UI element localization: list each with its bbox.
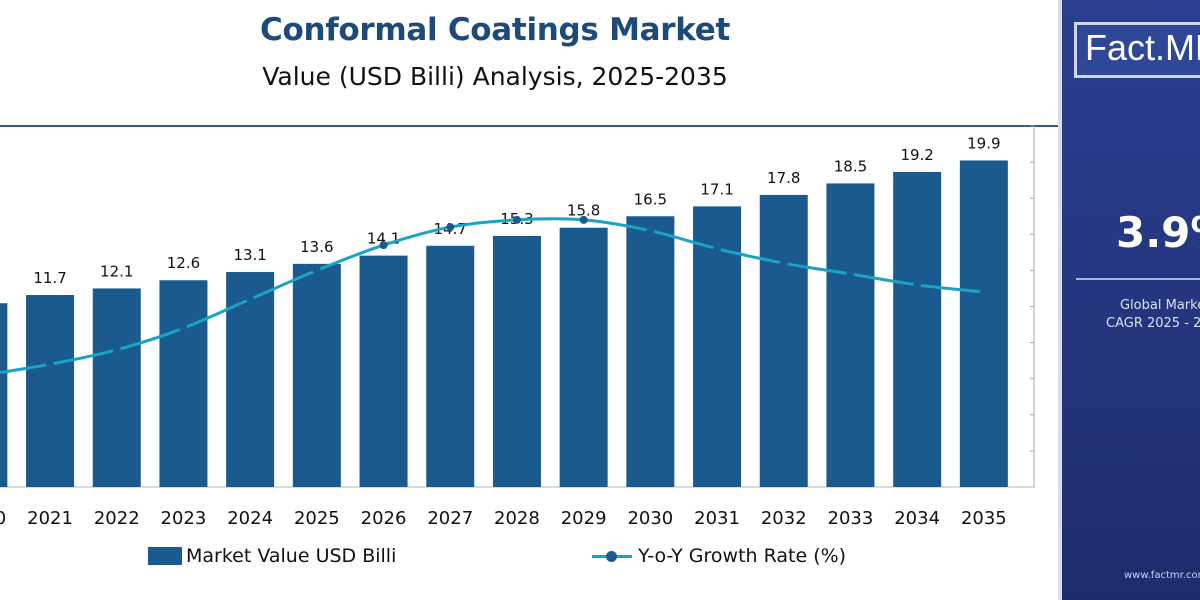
x-tick-2031: 2031	[694, 508, 740, 529]
bar-2021	[26, 295, 75, 487]
bar-label-2029: 15.8	[567, 202, 600, 220]
x-tick-2020: 2020	[0, 508, 6, 529]
legend-item-market-value: Market Value USD Billi	[148, 545, 396, 567]
x-tick-2033: 2033	[828, 508, 874, 529]
bar-2032	[759, 194, 808, 487]
x-tick-2030: 2030	[627, 508, 673, 529]
bar-label-2030: 16.5	[634, 190, 667, 208]
right-axis-ticks	[1030, 125, 1034, 488]
bar-2025	[292, 263, 341, 487]
x-tick-2027: 2027	[427, 508, 473, 529]
bar-label-2021: 11.7	[33, 269, 66, 287]
bar-2026	[359, 255, 408, 487]
legend-label-growth-rate: Y-o-Y Growth Rate (%)	[638, 545, 847, 567]
cagr-divider	[1076, 278, 1200, 280]
growth-point-2030	[646, 226, 655, 235]
cagr-label-line2: CAGR 2025 - 2035	[1106, 316, 1200, 331]
bar-label-2033: 18.5	[834, 157, 867, 175]
growth-point-2033	[846, 270, 855, 279]
bar-2028	[492, 235, 541, 487]
x-tick-2032: 2032	[761, 508, 807, 529]
legend: Market Value USD Billi Y-o-Y Growth Rate…	[0, 545, 1058, 575]
legend-swatch-line	[592, 547, 632, 565]
x-tick-2029: 2029	[561, 508, 607, 529]
x-tick-2028: 2028	[494, 508, 540, 529]
growth-point-2025	[312, 266, 321, 275]
bar-2033	[826, 183, 875, 487]
bar-series	[0, 160, 1008, 488]
growth-point-2026	[379, 241, 388, 250]
x-tick-2023: 2023	[161, 508, 207, 529]
bar-label-2025: 13.6	[300, 238, 333, 256]
bar-label-2035: 19.9	[967, 134, 1000, 152]
x-tick-2024: 2024	[227, 508, 273, 529]
chart-title: Conformal Coatings Market	[260, 12, 730, 48]
growth-line	[0, 217, 985, 375]
growth-point-2035	[979, 288, 988, 297]
x-tick-2026: 2026	[361, 508, 407, 529]
cagr-label-line1: Global Market	[1120, 298, 1200, 313]
bar-labels: 11.211.712.112.613.113.614.114.715.315.8…	[0, 134, 1001, 295]
bar-2035	[959, 160, 1008, 487]
bar-2020	[0, 303, 8, 487]
x-tick-2022: 2022	[94, 508, 140, 529]
brand-logo-text: Fact.MR	[1085, 27, 1200, 68]
legend-label-market-value: Market Value USD Billi	[186, 545, 397, 567]
growth-point-2022	[112, 345, 121, 354]
growth-point-2023	[179, 324, 188, 333]
growth-line-series	[0, 215, 988, 375]
cagr-value: 3.9%	[1116, 208, 1200, 257]
bar-2024	[226, 272, 275, 487]
x-tick-2025: 2025	[294, 508, 340, 529]
side-panel: Fact.MR 3.9% Global Market CAGR 2025 - 2…	[1062, 0, 1200, 600]
legend-item-growth-rate: Y-o-Y Growth Rate (%)	[592, 545, 846, 567]
x-tick-2034: 2034	[894, 508, 940, 529]
chart-area: Conformal Coatings Market Value (USD Bil…	[0, 12, 1058, 575]
growth-point-2029	[579, 215, 588, 224]
x-axis-ticks: 2020 2021 2022 2023 2024 2025 2026 2027 2028 2029…	[0, 508, 1007, 529]
bar-2023	[159, 280, 208, 487]
bar-label-2023: 12.6	[167, 254, 200, 272]
growth-point-2032	[779, 259, 788, 268]
bar-label-2022: 12.1	[100, 262, 133, 280]
bar-2022	[92, 288, 141, 487]
growth-point-2034	[913, 280, 922, 289]
bar-2027	[426, 245, 475, 487]
chart-subtitle: Value (USD Billi) Analysis, 2025-2035	[262, 62, 728, 91]
x-tick-2021: 2021	[27, 508, 73, 529]
bar-2030	[626, 216, 675, 487]
growth-point-2027	[446, 223, 455, 232]
side-panel-border	[1058, 0, 1062, 600]
growth-point-2028	[512, 215, 521, 224]
legend-swatch-bar	[148, 547, 182, 565]
bar-label-2024: 13.1	[233, 246, 266, 264]
bar-label-2031: 17.1	[700, 180, 733, 198]
bar-2034	[893, 171, 942, 488]
growth-point-2031	[713, 244, 722, 253]
chart-plot: 11.211.712.112.613.113.614.114.715.315.8…	[0, 125, 1058, 529]
bar-2029	[559, 227, 608, 487]
brand-logo: Fact.MR	[1074, 22, 1200, 78]
bar-label-2034: 19.2	[900, 146, 933, 164]
x-tick-2035: 2035	[961, 508, 1007, 529]
growth-point-2021	[46, 360, 55, 369]
growth-point-2024	[246, 295, 255, 304]
bar-label-2032: 17.8	[767, 169, 800, 187]
website-link[interactable]: www.factmr.com	[1124, 570, 1200, 581]
